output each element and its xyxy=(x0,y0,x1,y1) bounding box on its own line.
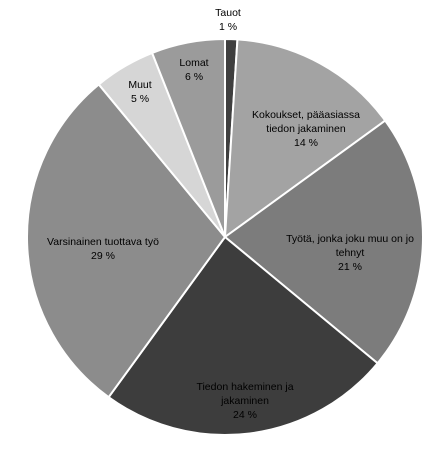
slice-name-varsinainen: Varsinainen tuottava työ xyxy=(47,236,159,248)
data-label-tauot: Tauot 1 % xyxy=(206,6,250,34)
slice-name-hakeminen-line-1: Tiedon hakeminen ja xyxy=(196,381,294,393)
data-label-hakeminen: Tiedon hakeminen ja jakaminen 24 % xyxy=(170,380,320,422)
pie-slice-tyota-jonka-joku-muu-on-jo-tehnyt xyxy=(223,119,425,365)
slice-name-tauot: Tauot xyxy=(215,7,241,19)
slice-name-muut: Muut xyxy=(128,79,152,91)
data-label-muut: Muut 5 % xyxy=(118,78,162,106)
slice-name-kokoukset-line-1: Kokoukset, pääasiassa xyxy=(252,109,360,121)
pie-slice-tiedon-hakeminen-ja-jakaminen xyxy=(107,235,379,436)
slice-value-tyota: 21 % xyxy=(338,261,362,273)
slice-value-hakeminen: 24 % xyxy=(233,409,257,421)
data-label-lomat: Lomat 6 % xyxy=(170,56,218,84)
slice-value-tauot: 1 % xyxy=(218,21,238,33)
slice-name-lomat: Lomat xyxy=(179,57,209,69)
slice-name-kokoukset-line-2: tiedon jakaminen xyxy=(266,123,346,135)
data-label-kokoukset: Kokoukset, pääasiassa tiedon jakaminen 1… xyxy=(236,108,376,150)
slice-value-lomat: 6 % xyxy=(184,71,204,83)
pie-slice-kokoukset-paaasiassa-tiedon-jakaminen xyxy=(223,38,387,240)
pie-slice-varsinainen-tuottava-tyo xyxy=(25,83,227,399)
slice-value-varsinainen: 29 % xyxy=(91,250,115,262)
slice-name-tyota-line-1: Työtä, jonka joku muu on jo xyxy=(286,233,414,245)
slice-value-kokoukset: 14 % xyxy=(294,137,318,149)
pie-slice-lomat xyxy=(150,37,226,238)
data-label-tyota: Työtä, jonka joku muu on jo tehnyt 21 % xyxy=(266,232,434,274)
slice-name-tyota-line-2: tehnyt xyxy=(335,247,365,259)
slice-value-muut: 5 % xyxy=(130,93,150,105)
data-label-varsinainen: Varsinainen tuottava työ 29 % xyxy=(28,235,178,263)
slice-name-hakeminen-line-2: jakaminen xyxy=(221,395,269,407)
